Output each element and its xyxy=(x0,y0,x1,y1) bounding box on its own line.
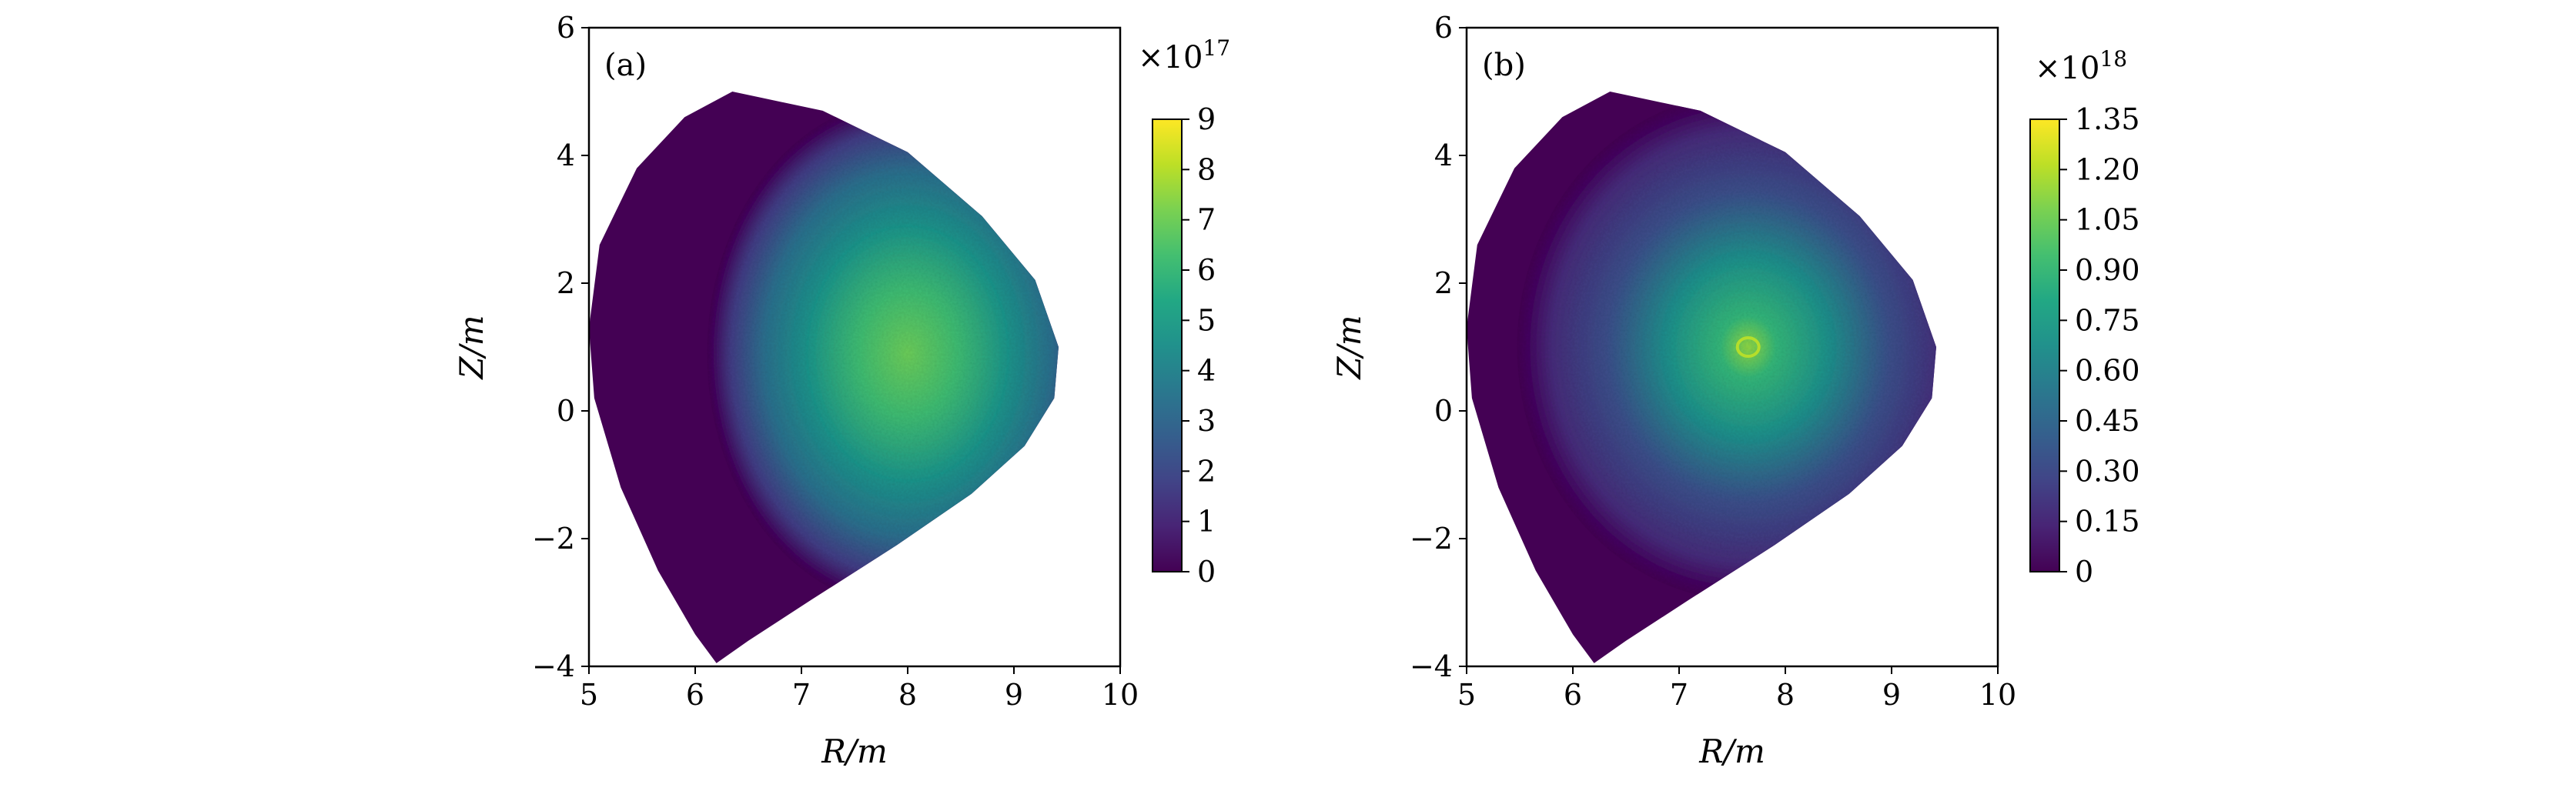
colorbar-tick-label: 3 xyxy=(1197,404,1216,438)
panel-label: (a) xyxy=(604,48,647,83)
colorbar-tick-label: 0.90 xyxy=(2075,253,2140,287)
y-tick-label: −2 xyxy=(532,522,575,556)
y-tick-label: −2 xyxy=(1410,522,1453,556)
axes-frame xyxy=(1465,26,1999,668)
heatmap-density xyxy=(1517,93,1936,601)
x-tick-label: 6 xyxy=(1564,678,1582,712)
heatmap-field xyxy=(1467,92,1936,663)
colorbar-gradient xyxy=(2029,118,2060,572)
colorbar-tick-label: 0 xyxy=(2075,555,2093,589)
x-tick-label: 5 xyxy=(580,678,598,712)
y-tick-label: 4 xyxy=(1434,139,1453,172)
colorbar-tick-label: 7 xyxy=(1197,203,1216,237)
colorbar-tick-label: 0 xyxy=(1197,555,1216,589)
y-tick-label: 4 xyxy=(557,139,575,172)
colorbar-tick-label: 1 xyxy=(1197,505,1216,539)
colorbar-tick-label: 1.20 xyxy=(2075,152,2140,186)
colorbar: 0 1 2 3 4 5 6 7 8 9 ×1017 xyxy=(1138,35,1230,589)
x-tick-label: 6 xyxy=(686,678,704,712)
y-axis-label: Z/m xyxy=(453,315,490,380)
y-tick-label: −4 xyxy=(1410,649,1453,683)
y-tick-label: −4 xyxy=(532,649,575,683)
colorbar-tick-label: 1.35 xyxy=(2075,102,2140,136)
colorbar-multiplier: ×1018 xyxy=(2035,46,2127,86)
x-tick-label: 10 xyxy=(1979,678,2016,712)
x-tick-label: 9 xyxy=(1882,678,1901,712)
x-axis-label: R/m xyxy=(1698,733,1765,770)
x-tick-label: 5 xyxy=(1457,678,1476,712)
x-tick-label: 9 xyxy=(1005,678,1023,712)
x-tick-label: 7 xyxy=(792,678,811,712)
colorbar-tick-label: 0.30 xyxy=(2075,454,2140,488)
colorbar-tick-label: 2 xyxy=(1197,454,1216,488)
x-tick-label: 10 xyxy=(1102,678,1139,712)
x-tick-label: 8 xyxy=(898,678,917,712)
axes-frame xyxy=(587,26,1122,668)
heatmap-field xyxy=(589,92,1059,663)
chart-panel-a: 5 6 7 8 9 10 −4 −2 0 2 4 6 R/m Z/m (a) 0 1 2 3 4 5 6 7 8 9 ×1017 xyxy=(453,11,1230,770)
colorbar-tick-label: 9 xyxy=(1197,102,1216,136)
colorbar-tick-label: 0.45 xyxy=(2075,404,2140,438)
chart-panel-b: 5 6 7 8 9 10 −4 −2 0 2 4 6 R/m Z/m (b) 0 0.15 0.30 0.45 0.6… xyxy=(1330,11,2140,770)
colorbar-tick-label: 0.15 xyxy=(2075,505,2140,539)
x-tick-label: 7 xyxy=(1670,678,1688,712)
colorbar-tick-label: 8 xyxy=(1197,152,1216,186)
colorbar-gradient xyxy=(1152,118,1183,572)
y-axis-label: Z/m xyxy=(1330,315,1368,380)
y-tick-label: 6 xyxy=(557,11,575,45)
y-tick-label: 2 xyxy=(1434,266,1453,300)
heatmap-density xyxy=(707,99,1059,608)
colorbar-tick-label: 6 xyxy=(1197,253,1216,287)
density-peak-ring xyxy=(1735,336,1761,358)
colorbar-multiplier: ×1017 xyxy=(1138,35,1230,75)
x-tick-label: 8 xyxy=(1776,678,1795,712)
colorbar: 0 0.15 0.30 0.45 0.60 0.75 0.90 1.05 1.20 1.35 ×10… xyxy=(2029,46,2140,589)
colorbar-tick-label: 0.75 xyxy=(2075,303,2140,337)
y-tick-label: 0 xyxy=(557,394,575,428)
colorbar-tick-label: 4 xyxy=(1197,354,1216,388)
y-tick-label: 0 xyxy=(1434,394,1453,428)
panel-label: (b) xyxy=(1482,48,1526,83)
colorbar-tick-label: 5 xyxy=(1197,303,1216,337)
y-tick-label: 2 xyxy=(557,266,575,300)
colorbar-tick-label: 1.05 xyxy=(2075,203,2140,237)
x-axis-label: R/m xyxy=(821,733,888,770)
colorbar-tick-label: 0.60 xyxy=(2075,354,2140,388)
y-tick-label: 6 xyxy=(1434,11,1453,45)
